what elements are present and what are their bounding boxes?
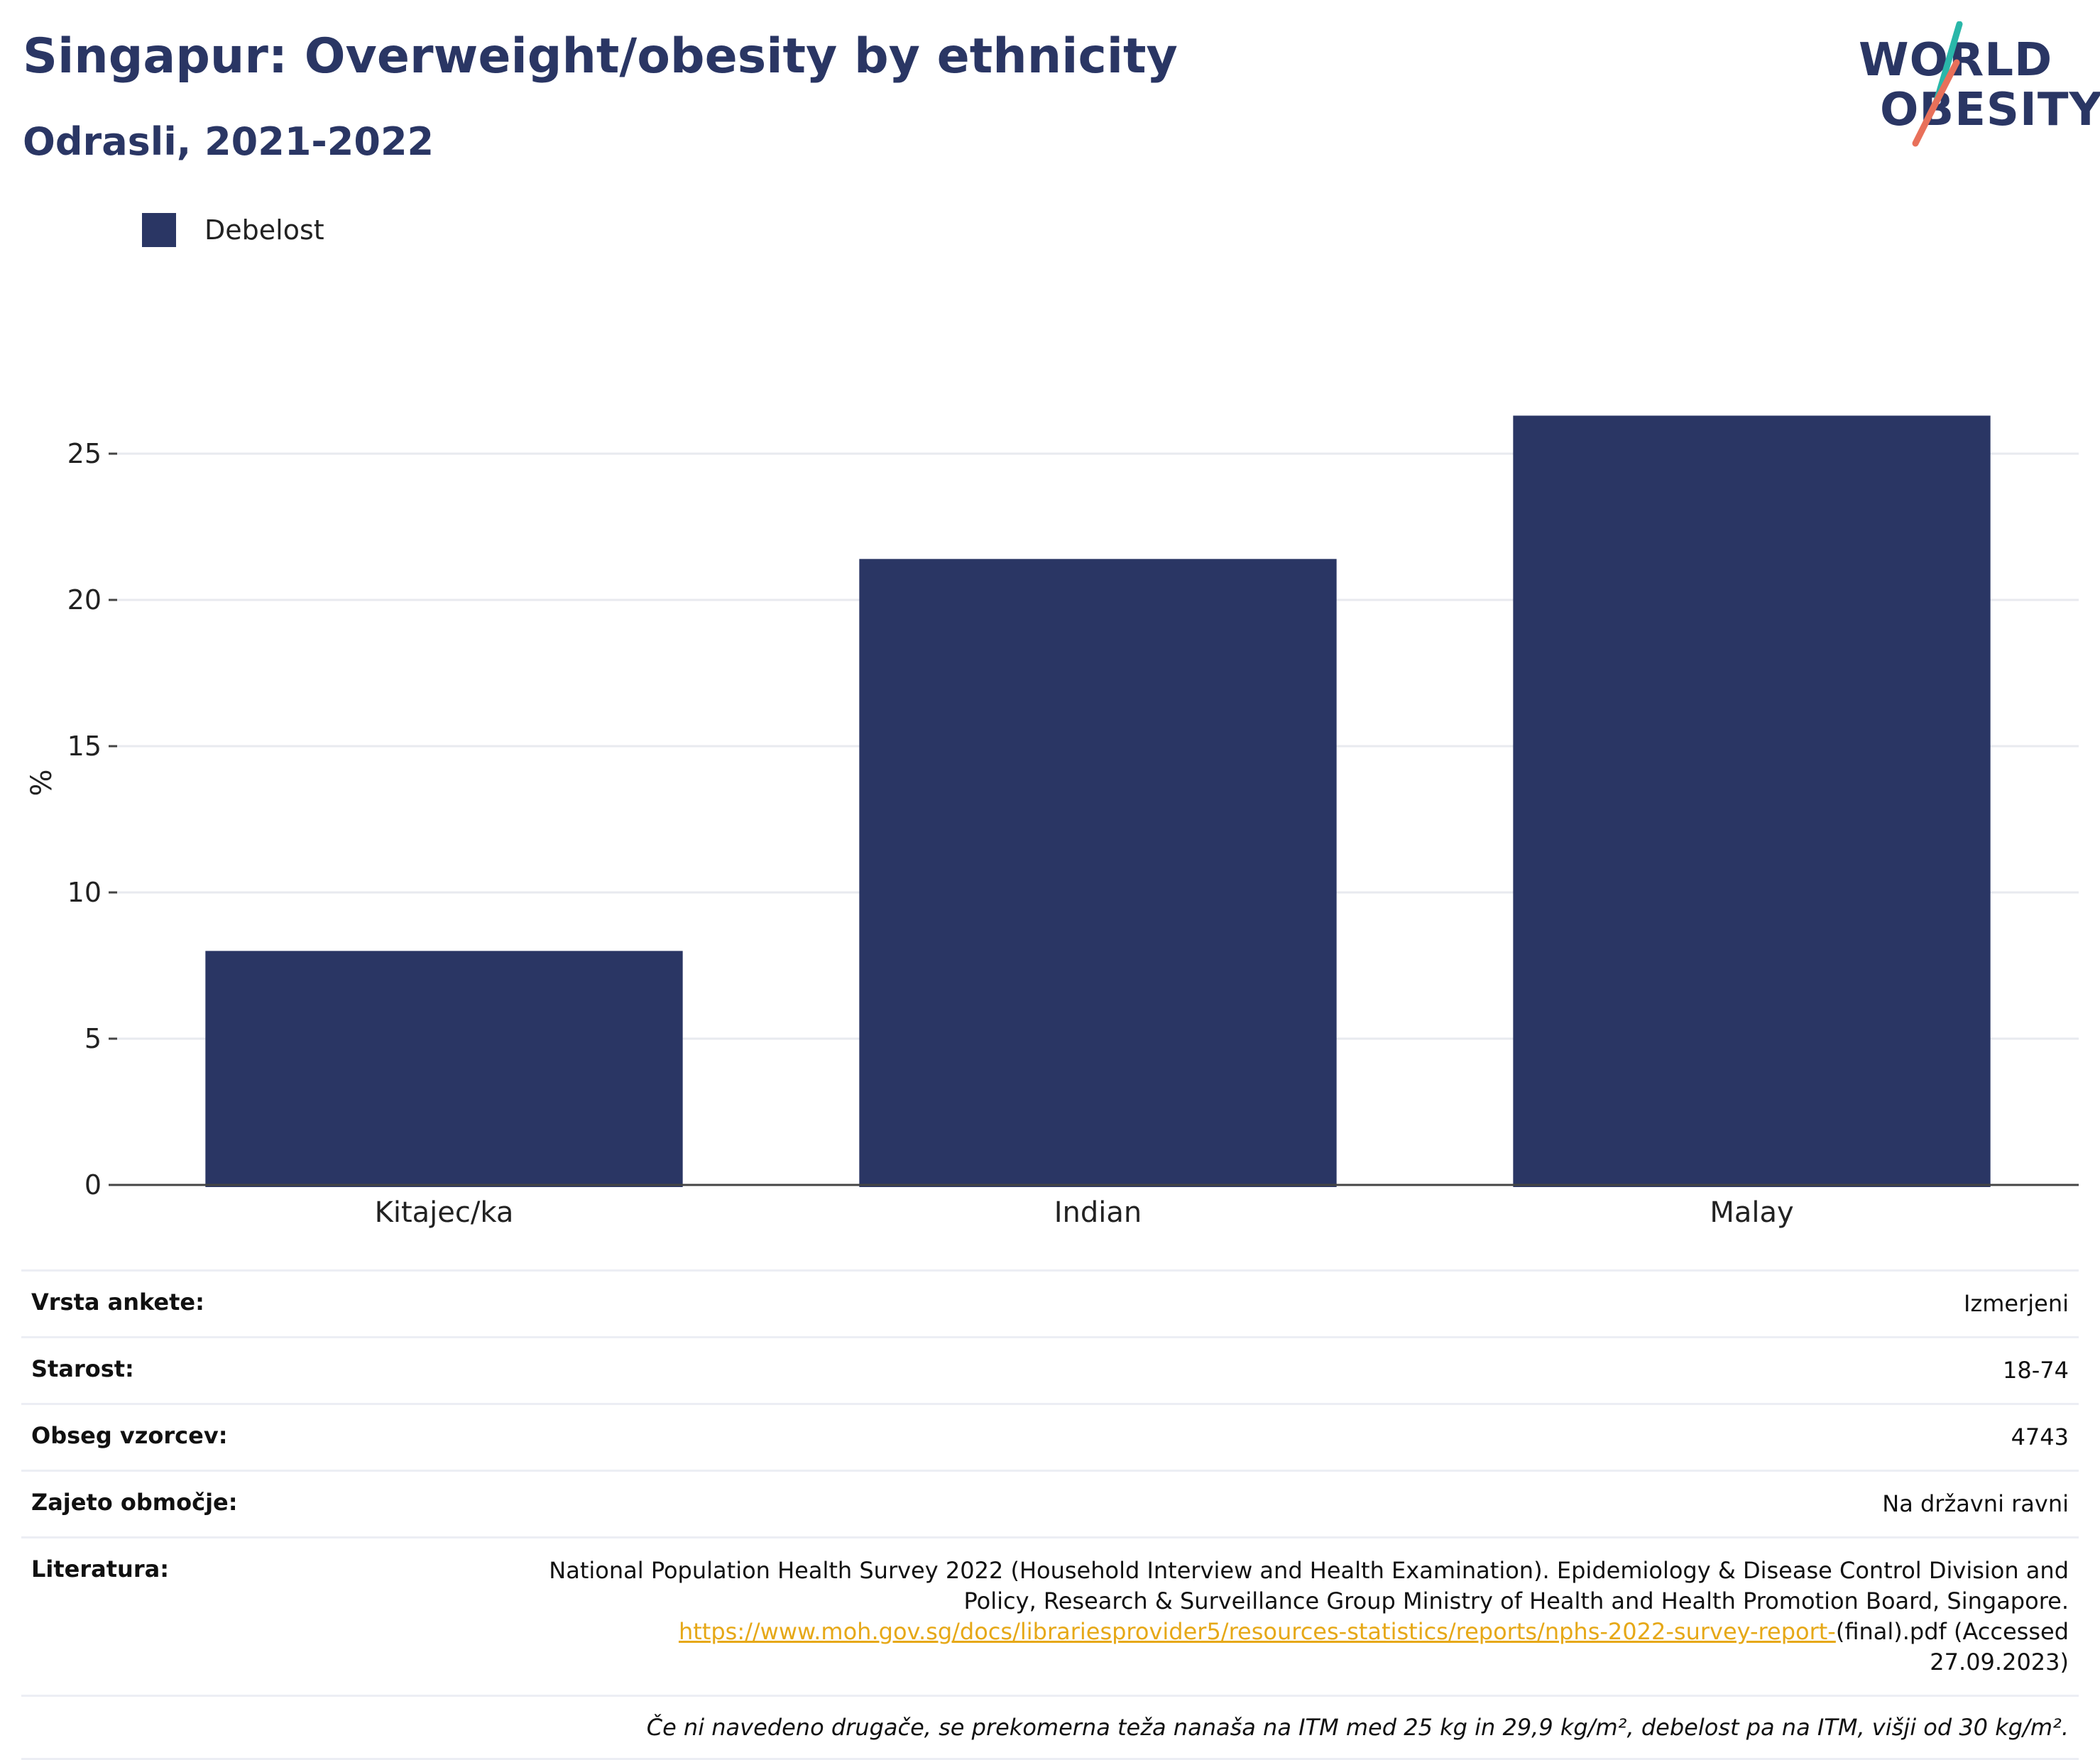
y-tick-label: 0 (84, 1169, 102, 1201)
bar-indian (859, 559, 1337, 1187)
info-value: Izmerjeni (1964, 1290, 2069, 1317)
info-key: Zajeto območje: (31, 1489, 238, 1516)
literature-line-4: 27.09.2023) (1930, 1649, 2069, 1676)
y-tick-label: 5 (84, 1023, 102, 1054)
world-obesity-logo: WORLD OBESITY (1853, 21, 2100, 149)
info-value: 4743 (2011, 1423, 2069, 1450)
info-row-age: Starost: 18-74 (21, 1336, 2079, 1403)
y-axis-label: % (26, 769, 58, 796)
info-row-coverage: Zajeto območje: Na državni ravni (21, 1470, 2079, 1536)
info-key: Literatura: (31, 1556, 169, 1583)
info-row-note: Če ni navedeno drugače, se prekomerna te… (21, 1695, 2079, 1760)
x-tick-label: Kitajec/ka (375, 1196, 514, 1229)
page-title: Singapur: Overweight/obesity by ethnicit… (23, 28, 1178, 84)
info-row-sample-size: Obseg vzorcev: 4743 (21, 1403, 2079, 1470)
y-tick-label: 10 (67, 877, 102, 908)
bar-malay (1513, 415, 1991, 1188)
y-tick-label: 15 (67, 731, 102, 762)
x-tick-label: Malay (1710, 1196, 1793, 1229)
logo-slash-icon (1912, 21, 1963, 147)
info-row-literature: Literatura: National Population Health S… (21, 1536, 2079, 1695)
literature-line-2: Policy, Research & Surveillance Group Mi… (963, 1587, 2069, 1614)
info-key: Vrsta ankete: (31, 1289, 204, 1316)
bar-chart: 0 5 10 15 20 25% Kitajec/ka Indian Malay (26, 415, 2079, 1229)
bar-kitajec-ka (205, 951, 683, 1187)
logo-line-2: OBESITY (1880, 84, 2100, 136)
definition-note: Če ni navedeno drugače, se prekomerna te… (646, 1714, 2069, 1741)
page-subtitle: Odrasli, 2021-2022 (23, 119, 434, 164)
info-key: Obseg vzorcev: (31, 1422, 228, 1449)
info-value: 18-74 (2003, 1357, 2069, 1384)
legend-swatch-debelost (142, 213, 176, 247)
survey-info-table: Vrsta ankete: Izmerjeni Starost: 18-74 O… (21, 1269, 2079, 1760)
literature-link[interactable]: https://www.moh.gov.sg/docs/librariespro… (678, 1618, 1836, 1645)
literature-line-1: National Population Health Survey 2022 (… (549, 1557, 2069, 1584)
info-value: Na državni ravni (1882, 1490, 2069, 1517)
info-key: Starost: (31, 1355, 134, 1382)
legend-label-debelost: Debelost (204, 214, 324, 246)
x-tick-label: Indian (1054, 1196, 1142, 1229)
y-tick-label: 20 (67, 584, 102, 616)
y-tick-label: 25 (67, 438, 102, 469)
chart-legend: Debelost (142, 212, 324, 248)
literature-after-link: (final).pdf (Accessed (1835, 1618, 2069, 1645)
literature-value: National Population Health Survey 2022 (… (549, 1556, 2069, 1678)
info-row-survey-type: Vrsta ankete: Izmerjeni (21, 1269, 2079, 1336)
